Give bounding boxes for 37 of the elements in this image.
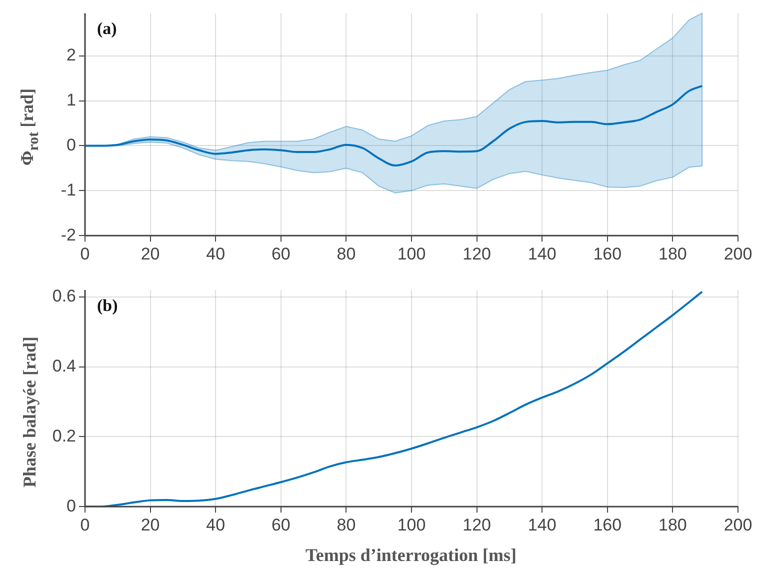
x-tick-label: 100 bbox=[397, 515, 426, 534]
x-tick-label: 180 bbox=[658, 244, 687, 264]
line-series bbox=[85, 290, 704, 507]
x-tick-label: 200 bbox=[724, 244, 752, 264]
y-tick-label: 0.4 bbox=[52, 356, 76, 376]
x-tick-label: 140 bbox=[528, 515, 556, 534]
x-tick-label: 80 bbox=[336, 515, 356, 534]
y-tick-label: 0.6 bbox=[52, 286, 76, 306]
x-tick-label: 120 bbox=[462, 244, 491, 264]
x-tick-label: 0 bbox=[80, 244, 90, 264]
x-tick-label: 120 bbox=[462, 515, 491, 534]
x-tick-label: 140 bbox=[528, 244, 556, 264]
x-axis-title: Temps d’interrogation [ms] bbox=[306, 545, 516, 566]
y-tick-label: 0 bbox=[66, 496, 76, 516]
x-tick-label: 100 bbox=[397, 244, 426, 264]
y-tick-label: 1 bbox=[66, 90, 76, 110]
x-tick-label: 200 bbox=[724, 515, 752, 534]
y-tick-label: -2 bbox=[60, 225, 76, 244]
x-tick-label: 80 bbox=[336, 244, 356, 264]
y-tick-label: 0 bbox=[66, 135, 76, 154]
y-tick-label: 2 bbox=[66, 46, 76, 65]
x-tick-label: 60 bbox=[271, 244, 290, 264]
x-tick-label: 0 bbox=[80, 515, 90, 534]
y-tick-label: 0.2 bbox=[52, 426, 76, 446]
line-series bbox=[85, 84, 704, 167]
x-tick-label: 40 bbox=[206, 244, 226, 264]
y-axis-title: Phase balayée [rad] bbox=[20, 336, 40, 487]
x-tick-label: 160 bbox=[593, 244, 622, 264]
x-tick-label: 60 bbox=[271, 515, 290, 534]
annotation: (a) bbox=[97, 19, 117, 38]
annotation: (b) bbox=[97, 296, 118, 315]
y-tick-label: -1 bbox=[60, 180, 76, 200]
x-tick-label: 20 bbox=[140, 515, 160, 534]
x-tick-label: 40 bbox=[206, 515, 226, 534]
x-tick-label: 180 bbox=[658, 515, 687, 534]
x-tick-label: 160 bbox=[593, 515, 622, 534]
x-tick-label: 20 bbox=[140, 244, 160, 264]
